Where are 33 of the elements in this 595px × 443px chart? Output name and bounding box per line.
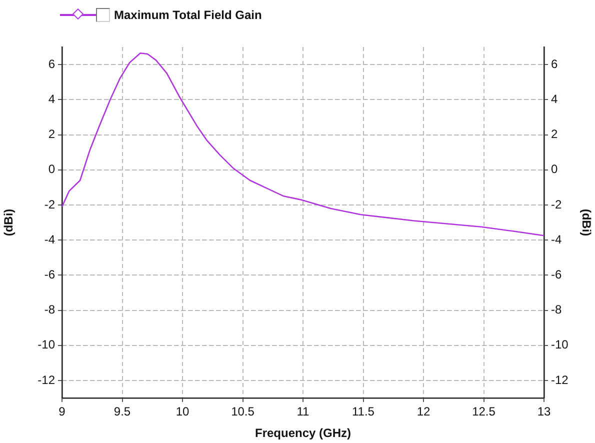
y-tick-label: -4 [44, 232, 56, 246]
x-tick-label: 9.5 [114, 404, 131, 419]
y-tick-label: 4 [48, 92, 56, 106]
x-tick-label: 10 [176, 404, 190, 419]
y-tick-label: 0 [48, 162, 56, 176]
y-tick-label: -10 [38, 338, 56, 352]
y2-tick-label: -10 [551, 338, 569, 352]
y-tick-label: 6 [48, 56, 56, 71]
x-tick-label: 13 [537, 404, 551, 419]
y2-tick-label: 2 [551, 127, 558, 142]
y2-tick-label: 4 [551, 92, 558, 106]
y-tick-label: -6 [44, 267, 56, 282]
x-tick-label: 11.5 [352, 404, 375, 419]
legend-label: Maximum Total Field Gain [114, 8, 262, 22]
y2-tick-label: -8 [551, 302, 562, 317]
x-tick-label: 11 [296, 404, 310, 419]
y-tick-label: -2 [44, 197, 56, 212]
y-tick-label: -12 [38, 372, 56, 387]
y2-tick-label: 0 [551, 162, 558, 176]
y2-tick-label: -2 [551, 197, 562, 212]
y2-axis-title: (dBi) [579, 208, 594, 236]
y-tick-label: 2 [48, 127, 56, 142]
x-tick-label: 12.5 [472, 404, 496, 419]
x-tick-label: 10.5 [231, 404, 255, 419]
x-axis-title: Frequency (GHz) [254, 426, 352, 440]
y-tick-label: -8 [44, 302, 56, 317]
y2-tick-label: -4 [551, 232, 562, 246]
y2-tick-label: 6 [551, 56, 558, 71]
y2-tick-label: -6 [551, 267, 562, 282]
y2-tick-label: -12 [551, 372, 569, 387]
y-axis-title: (dBi) [2, 208, 16, 236]
x-tick-label: 9 [58, 404, 66, 419]
x-tick-label: 12 [416, 404, 430, 419]
